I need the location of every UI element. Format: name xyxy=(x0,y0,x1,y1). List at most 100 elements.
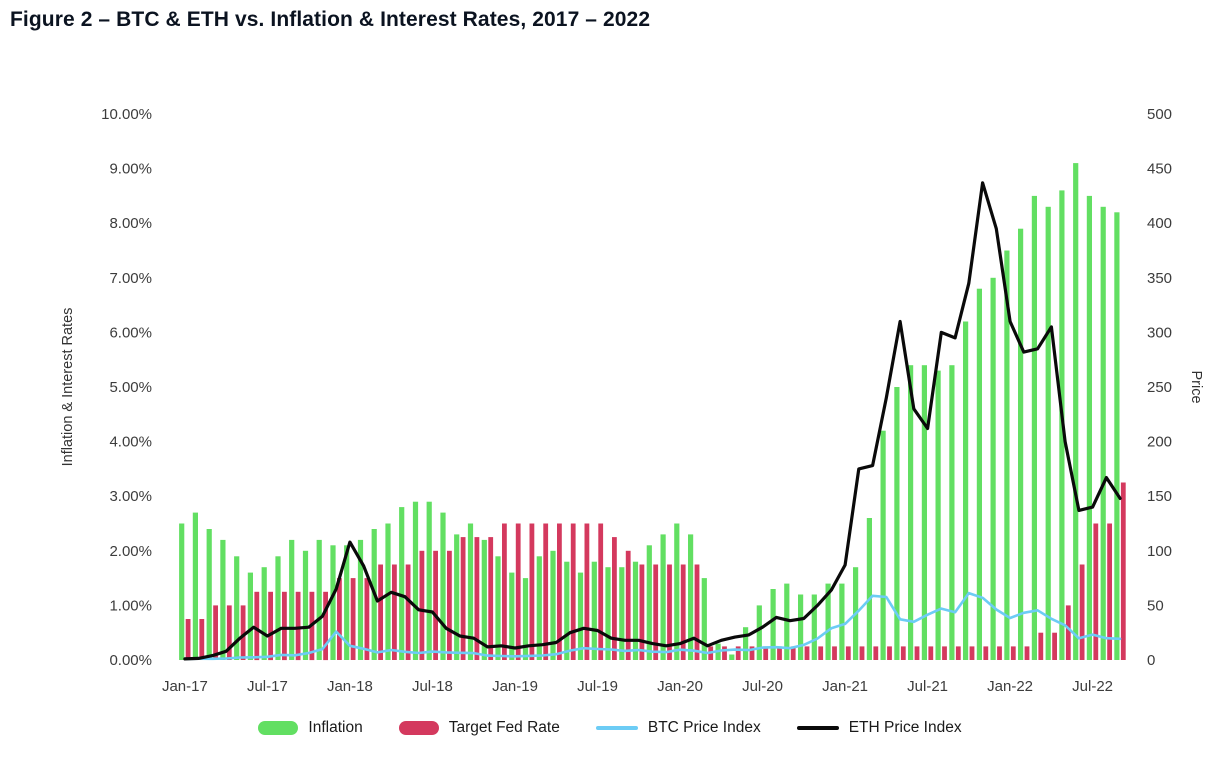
bar-inflation xyxy=(481,539,487,660)
bar-inflation xyxy=(756,605,762,660)
right-axis-tick-label: 0 xyxy=(1147,652,1155,669)
bar-inflation xyxy=(866,518,872,660)
legend-item-inflation: Inflation xyxy=(258,719,363,737)
bar-target-fed-rate xyxy=(199,619,205,660)
left-axis-tick-label: 10.00% xyxy=(101,106,152,123)
bar-target-fed-rate xyxy=(474,537,480,660)
bar-target-fed-rate xyxy=(240,605,246,660)
bar-inflation xyxy=(426,501,432,660)
bar-inflation xyxy=(825,583,831,660)
bar-inflation xyxy=(247,572,253,660)
bar-inflation xyxy=(963,321,969,660)
x-axis-tick-label: Jul-22 xyxy=(1072,678,1113,695)
bar-inflation xyxy=(949,365,955,660)
legend-label: Target Fed Rate xyxy=(448,719,560,736)
right-axis-tick-label: 300 xyxy=(1147,324,1172,341)
bar-inflation xyxy=(234,556,240,660)
right-axis-tick-label: 450 xyxy=(1147,161,1172,178)
x-axis-tick-label: Jan-19 xyxy=(492,678,538,695)
bar-target-fed-rate xyxy=(942,646,947,660)
bar-target-fed-rate xyxy=(598,523,604,660)
bar-inflation xyxy=(1031,195,1037,660)
bar-target-fed-rate xyxy=(1107,523,1112,660)
x-axis-tick-label: Jan-20 xyxy=(657,678,703,695)
bar-target-fed-rate xyxy=(694,564,700,660)
bar-inflation xyxy=(467,523,474,660)
bar-target-fed-rate xyxy=(1120,482,1126,660)
left-axis-tick-label: 7.00% xyxy=(109,270,152,287)
bar-target-fed-rate xyxy=(350,578,356,660)
bar-inflation xyxy=(536,556,542,660)
bar-inflation xyxy=(701,578,707,660)
bar-target-fed-rate xyxy=(1038,632,1044,660)
left-axis-tick-label: 0.00% xyxy=(109,652,152,669)
left-axis-tick-label: 6.00% xyxy=(109,324,152,341)
bar-target-fed-rate xyxy=(818,646,824,660)
bar-target-fed-rate xyxy=(460,537,466,660)
x-axis-tick-label: Jan-18 xyxy=(327,678,373,695)
bar-inflation xyxy=(344,545,350,660)
right-axis-tick-label: 50 xyxy=(1147,597,1164,614)
right-axis-tick-label: 500 xyxy=(1147,106,1172,123)
bar-target-fed-rate xyxy=(625,550,631,660)
bar-target-fed-rate xyxy=(268,591,273,661)
bar-target-fed-rate xyxy=(997,646,1002,660)
right-axis-tick-label: 400 xyxy=(1147,215,1172,232)
bar-inflation xyxy=(412,501,419,660)
bar-inflation xyxy=(1004,250,1010,660)
legend-swatch-eth-price-index xyxy=(796,726,839,730)
figure-title: Figure 2 – BTC & ETH vs. Inflation & Int… xyxy=(10,8,651,31)
bar-target-fed-rate xyxy=(364,578,370,660)
bar-target-fed-rate xyxy=(749,646,755,660)
bar-inflation xyxy=(729,654,735,660)
bar-inflation xyxy=(976,288,982,660)
bar-inflation xyxy=(179,523,185,660)
bar-target-fed-rate xyxy=(969,646,975,660)
bar-inflation xyxy=(1100,206,1106,661)
bar-inflation xyxy=(522,578,529,660)
bar-target-fed-rate xyxy=(337,578,342,660)
bar-target-fed-rate xyxy=(378,564,383,660)
x-axis-tick-label: Jan-17 xyxy=(162,678,208,695)
bar-target-fed-rate xyxy=(226,605,232,660)
bar-inflation xyxy=(399,507,405,660)
bar-target-fed-rate xyxy=(1024,646,1030,660)
bar-target-fed-rate xyxy=(282,591,287,661)
bar-target-fed-rate xyxy=(983,646,989,660)
legend-label: ETH Price Index xyxy=(848,719,962,736)
right-axis-tick-label: 100 xyxy=(1147,543,1172,560)
bar-inflation xyxy=(302,550,309,660)
bar-inflation xyxy=(1086,195,1092,660)
bar-inflation xyxy=(921,365,927,660)
bars-target-fed-rate xyxy=(185,482,1126,661)
bar-inflation xyxy=(632,561,639,660)
bar-inflation xyxy=(1073,163,1079,660)
right-axis-tick-label: 350 xyxy=(1147,270,1172,287)
bar-inflation xyxy=(495,556,501,660)
bar-target-fed-rate xyxy=(735,646,741,660)
bar-target-fed-rate xyxy=(185,619,191,660)
right-axis-tick-label: 250 xyxy=(1147,379,1172,396)
legend-swatch-inflation xyxy=(258,721,299,735)
bar-target-fed-rate xyxy=(900,646,906,660)
bar-target-fed-rate xyxy=(1052,632,1057,660)
bar-target-fed-rate xyxy=(570,523,576,660)
right-axis-title: Price xyxy=(1188,370,1204,403)
bar-target-fed-rate xyxy=(653,564,659,660)
bar-inflation xyxy=(577,572,584,660)
legend: Inflation Target Fed Rate BTC Price Index E… xyxy=(0,719,1220,737)
bar-target-fed-rate xyxy=(529,523,535,660)
bar-inflation xyxy=(1114,212,1120,661)
legend-item-target-fed-rate: Target Fed Rate xyxy=(398,719,560,737)
bar-inflation xyxy=(839,583,845,660)
bar-target-fed-rate xyxy=(914,646,920,660)
bar-inflation xyxy=(275,556,281,660)
bar-target-fed-rate xyxy=(323,591,328,661)
bar-target-fed-rate xyxy=(845,646,851,660)
bar-target-fed-rate xyxy=(557,523,562,660)
bar-inflation xyxy=(550,550,556,660)
bar-inflation xyxy=(591,561,597,660)
bar-target-fed-rate xyxy=(515,523,521,660)
